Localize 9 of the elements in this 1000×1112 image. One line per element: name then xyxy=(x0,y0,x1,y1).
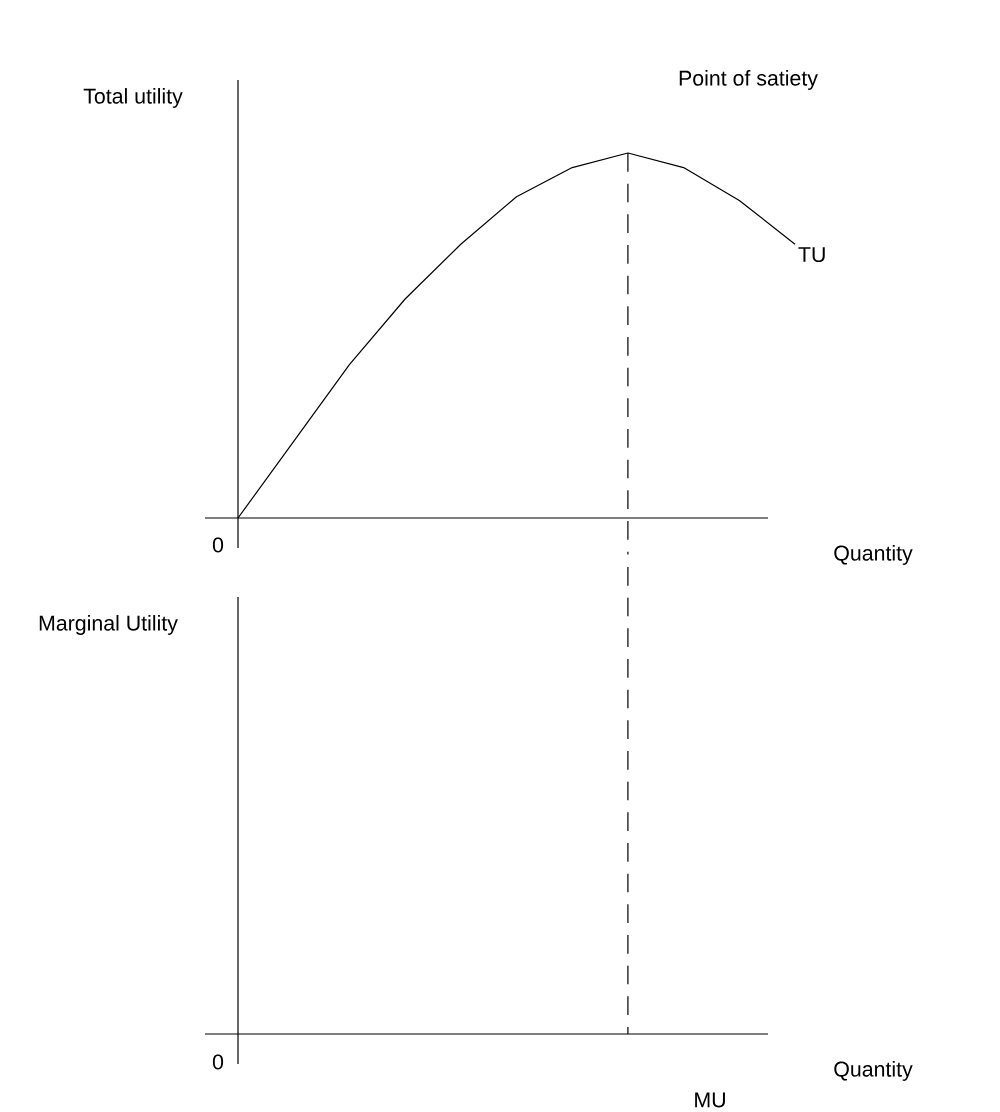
text: Quantity xyxy=(834,1061,913,1081)
text: 0 xyxy=(212,537,224,553)
text: Marginal Utility xyxy=(39,615,178,635)
y-axis-title: Total utility xyxy=(83,88,183,108)
x-axis-title: Quantity xyxy=(834,545,913,565)
text: 0 xyxy=(212,1054,224,1070)
series-label: TU xyxy=(798,247,825,263)
text: MU xyxy=(695,1092,725,1108)
text: Point of satiety xyxy=(679,70,818,90)
